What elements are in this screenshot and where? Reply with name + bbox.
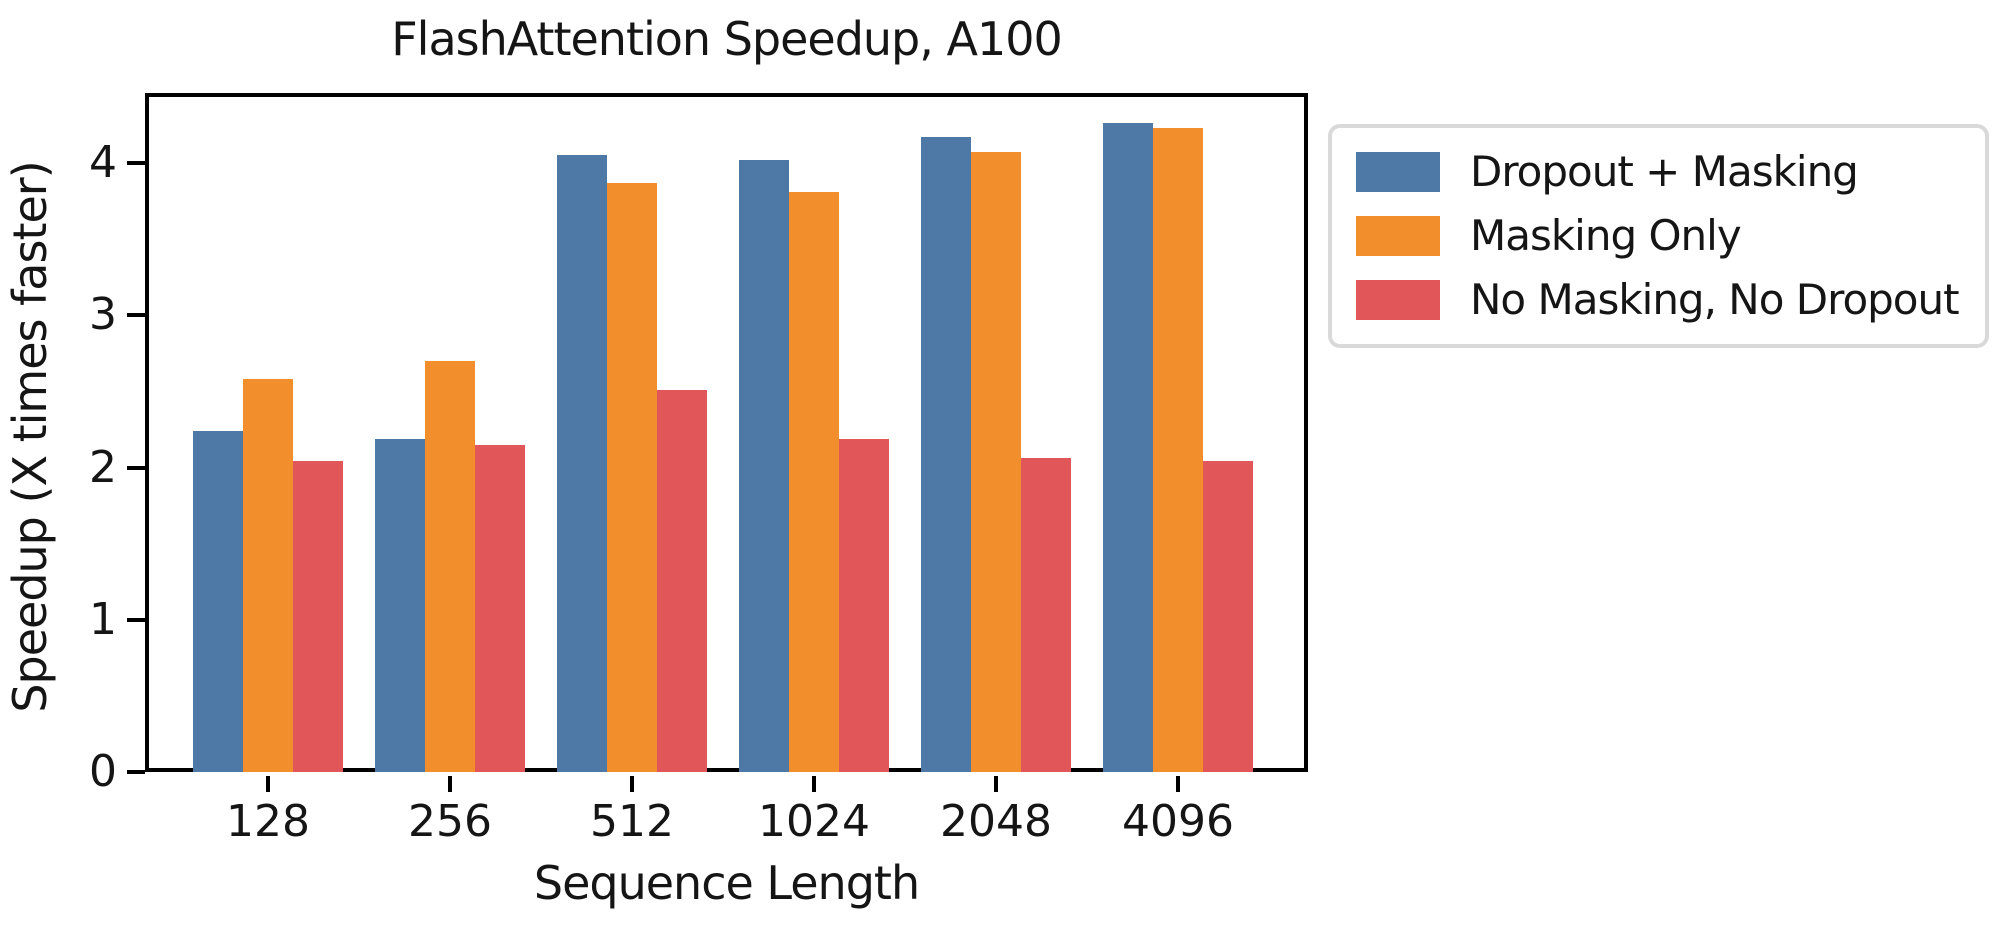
y-tick-label: 0: [89, 746, 117, 797]
x-tick-label: 256: [408, 796, 492, 847]
y-tick-label: 2: [89, 441, 117, 493]
bar-masking-only-128: [243, 379, 293, 772]
bar-dropout-masking-2048: [921, 137, 971, 772]
y-tick-label: 1: [89, 593, 117, 645]
bar-no-masking-no-dropout-1024: [839, 438, 889, 772]
chart-title: FlashAttention Speedup, A100: [391, 12, 1063, 66]
x-tick-mark: [448, 776, 452, 792]
bar-dropout-masking-512: [557, 155, 607, 772]
bar-masking-only-256: [425, 360, 475, 772]
legend-swatch-red: [1356, 280, 1440, 320]
legend-item: Dropout + Masking: [1356, 146, 1959, 198]
bar-masking-only-2048: [971, 152, 1021, 772]
legend-label: Dropout + Masking: [1470, 147, 1859, 196]
legend-item: Masking Only: [1356, 210, 1959, 262]
x-tick-mark: [630, 776, 634, 792]
bar-no-masking-no-dropout-4096: [1203, 461, 1253, 772]
x-tick-label: 1024: [758, 796, 870, 847]
x-tick-mark: [994, 776, 998, 792]
y-tick-mark: [127, 313, 145, 318]
bar-no-masking-no-dropout-256: [475, 444, 525, 772]
legend-swatch-orange: [1356, 216, 1440, 256]
y-tick-mark: [127, 161, 145, 166]
x-tick-mark: [1176, 776, 1180, 792]
legend-item: No Masking, No Dropout: [1356, 274, 1960, 326]
bar-dropout-masking-256: [375, 438, 425, 772]
y-axis-label: Speedup (X times faster): [3, 161, 57, 713]
legend-label: Masking Only: [1470, 211, 1742, 260]
y-tick-mark: [127, 465, 145, 470]
bar-dropout-masking-1024: [739, 159, 789, 772]
x-tick-mark: [812, 776, 816, 792]
bar-masking-only-1024: [789, 191, 839, 772]
y-tick-label: 4: [89, 137, 117, 189]
bar-dropout-masking-128: [193, 430, 243, 772]
bar-masking-only-4096: [1153, 128, 1203, 772]
legend-label: No Masking, No Dropout: [1470, 275, 1960, 324]
x-tick-label: 2048: [940, 796, 1052, 847]
x-tick-label: 4096: [1122, 796, 1234, 847]
y-tick-mark: [127, 617, 145, 622]
bar-no-masking-no-dropout-512: [657, 389, 707, 772]
legend: Dropout + Masking Masking Only No Maskin…: [1328, 124, 1989, 348]
bar-masking-only-512: [607, 182, 657, 772]
x-axis-label: Sequence Length: [533, 856, 920, 910]
x-tick-mark: [266, 776, 270, 792]
legend-swatch-blue: [1356, 152, 1440, 192]
bar-no-masking-no-dropout-2048: [1021, 458, 1071, 772]
y-tick-mark: [127, 770, 145, 774]
x-tick-label: 512: [590, 796, 674, 847]
y-tick-label: 3: [89, 289, 117, 341]
x-tick-label: 128: [226, 796, 310, 847]
bar-dropout-masking-4096: [1103, 123, 1153, 772]
bar-no-masking-no-dropout-128: [293, 461, 343, 772]
